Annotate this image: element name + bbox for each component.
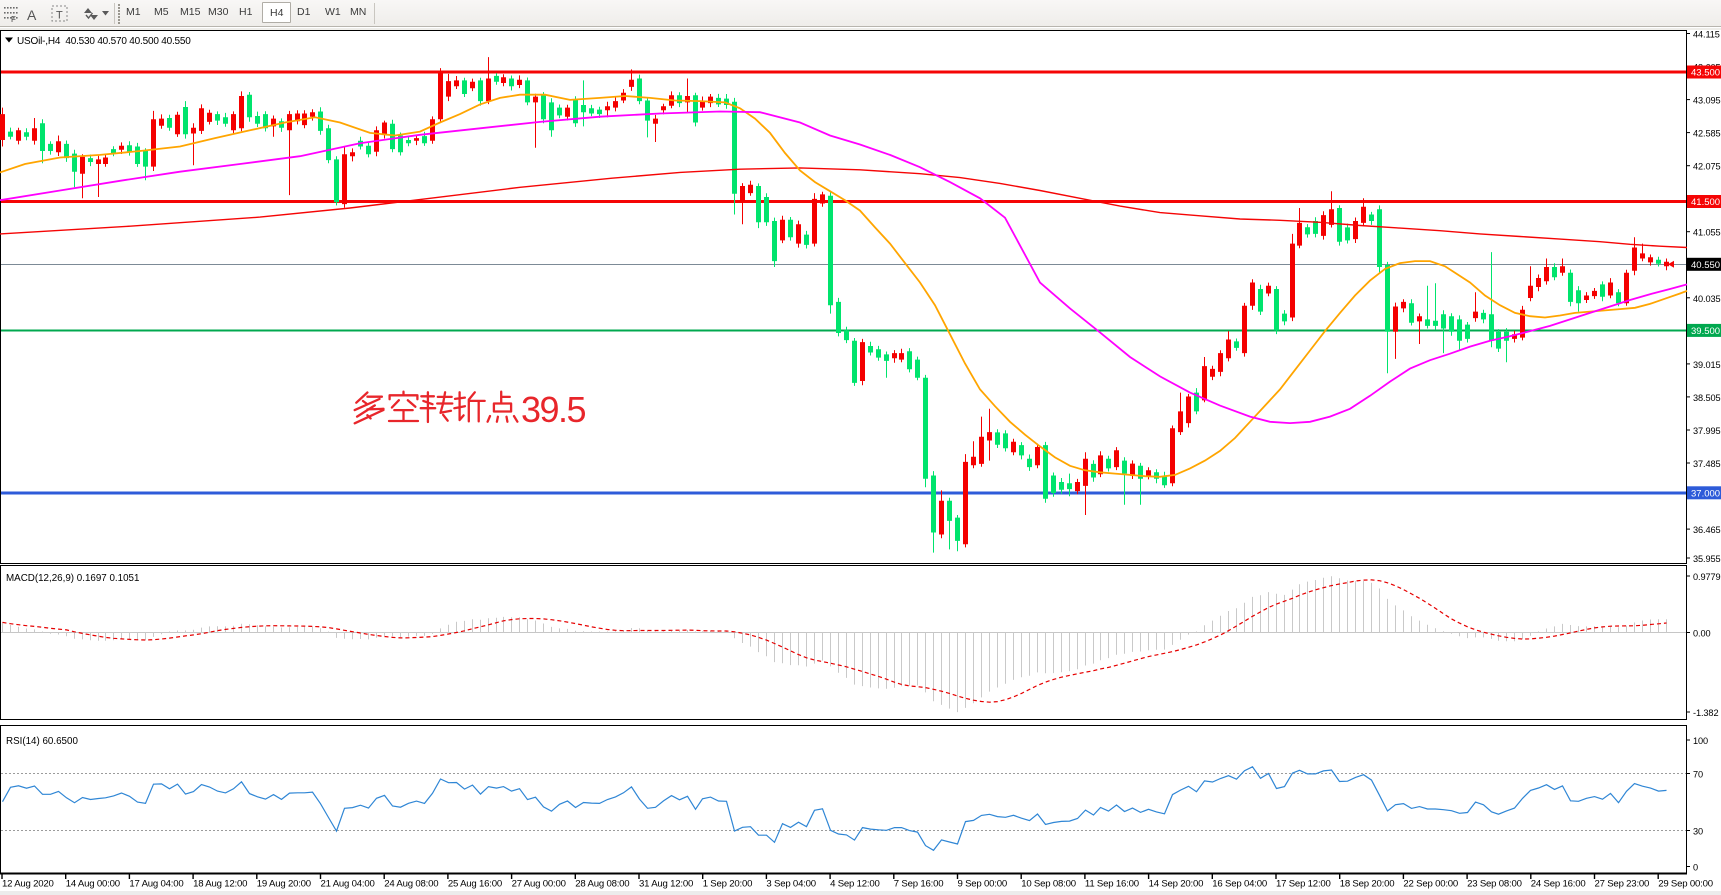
svg-text:25 Aug 16:00: 25 Aug 16:00 bbox=[448, 879, 502, 890]
svg-text:19 Aug 20:00: 19 Aug 20:00 bbox=[257, 879, 311, 890]
svg-text:100: 100 bbox=[1693, 736, 1708, 746]
svg-text:MACD(12,26,9) 0.1697 0.1051: MACD(12,26,9) 0.1697 0.1051 bbox=[6, 573, 139, 584]
svg-text:39.015: 39.015 bbox=[1693, 360, 1721, 370]
svg-text:0: 0 bbox=[1693, 863, 1698, 873]
svg-text:40.035: 40.035 bbox=[1693, 294, 1721, 304]
svg-text:41.500: 41.500 bbox=[1691, 197, 1720, 208]
svg-text:37.995: 37.995 bbox=[1693, 426, 1721, 436]
svg-text:43.500: 43.500 bbox=[1691, 68, 1720, 79]
svg-text:28 Aug 08:00: 28 Aug 08:00 bbox=[575, 879, 629, 890]
svg-text:24 Aug 08:00: 24 Aug 08:00 bbox=[384, 879, 438, 890]
svg-text:T: T bbox=[56, 10, 63, 22]
svg-text:USOil-,H4 40.530 40.570 40.50: USOil-,H4 40.530 40.570 40.500 40.550 bbox=[17, 36, 191, 47]
svg-text:0.00: 0.00 bbox=[1693, 629, 1710, 639]
svg-text:F: F bbox=[11, 15, 16, 24]
svg-text:1 Sep 20:00: 1 Sep 20:00 bbox=[703, 879, 753, 890]
svg-text:16 Sep 04:00: 16 Sep 04:00 bbox=[1212, 879, 1267, 890]
svg-text:9 Sep 00:00: 9 Sep 00:00 bbox=[958, 879, 1008, 890]
svg-text:0.9779: 0.9779 bbox=[1693, 572, 1721, 582]
svg-text:27 Sep 23:00: 27 Sep 23:00 bbox=[1595, 879, 1650, 890]
svg-text:A: A bbox=[27, 7, 37, 23]
svg-text:3 Sep 04:00: 3 Sep 04:00 bbox=[766, 879, 816, 890]
svg-text:RSI(14) 60.6500: RSI(14) 60.6500 bbox=[6, 736, 78, 747]
svg-text:39.500: 39.500 bbox=[1691, 326, 1720, 337]
svg-text:12 Aug 2020: 12 Aug 2020 bbox=[2, 879, 54, 890]
svg-text:44.115: 44.115 bbox=[1693, 30, 1720, 40]
svg-text:11 Sep 16:00: 11 Sep 16:00 bbox=[1085, 879, 1139, 890]
svg-text:18 Sep 20:00: 18 Sep 20:00 bbox=[1340, 879, 1395, 890]
svg-text:23 Sep 08:00: 23 Sep 08:00 bbox=[1467, 879, 1522, 890]
svg-text:40.550: 40.550 bbox=[1691, 260, 1720, 271]
svg-text:14 Sep 20:00: 14 Sep 20:00 bbox=[1149, 879, 1204, 890]
svg-text:17 Sep 12:00: 17 Sep 12:00 bbox=[1276, 879, 1331, 890]
svg-text:37.485: 37.485 bbox=[1693, 459, 1721, 469]
svg-text:7 Sep 16:00: 7 Sep 16:00 bbox=[894, 879, 944, 890]
svg-text:36.465: 36.465 bbox=[1693, 525, 1721, 535]
svg-text:70: 70 bbox=[1693, 770, 1703, 780]
svg-text:41.055: 41.055 bbox=[1693, 228, 1721, 238]
svg-text:35.955: 35.955 bbox=[1693, 554, 1721, 564]
svg-text:22 Sep 00:00: 22 Sep 00:00 bbox=[1403, 879, 1458, 890]
svg-text:14 Aug 00:00: 14 Aug 00:00 bbox=[66, 879, 120, 890]
svg-text:18 Aug 12:00: 18 Aug 12:00 bbox=[193, 879, 247, 890]
svg-text:38.505: 38.505 bbox=[1693, 393, 1721, 403]
svg-text:39.5: 39.5 bbox=[521, 389, 586, 430]
svg-text:43.095: 43.095 bbox=[1693, 96, 1721, 106]
svg-text:31 Aug 12:00: 31 Aug 12:00 bbox=[639, 879, 693, 890]
svg-text:42.585: 42.585 bbox=[1693, 129, 1721, 139]
svg-text:29 Sep 00:00: 29 Sep 00:00 bbox=[1658, 879, 1713, 890]
svg-text:17 Aug 04:00: 17 Aug 04:00 bbox=[129, 879, 183, 890]
svg-text:4 Sep 12:00: 4 Sep 12:00 bbox=[830, 879, 880, 890]
svg-text:-1.382: -1.382 bbox=[1693, 708, 1718, 718]
svg-text:24 Sep 16:00: 24 Sep 16:00 bbox=[1531, 879, 1586, 890]
svg-text:37.000: 37.000 bbox=[1691, 488, 1720, 499]
svg-text:21 Aug 04:00: 21 Aug 04:00 bbox=[321, 879, 375, 890]
svg-text:30: 30 bbox=[1693, 827, 1703, 837]
svg-text:10 Sep 08:00: 10 Sep 08:00 bbox=[1021, 879, 1076, 890]
svg-text:42.075: 42.075 bbox=[1693, 162, 1721, 172]
svg-text:27 Aug 00:00: 27 Aug 00:00 bbox=[512, 879, 566, 890]
